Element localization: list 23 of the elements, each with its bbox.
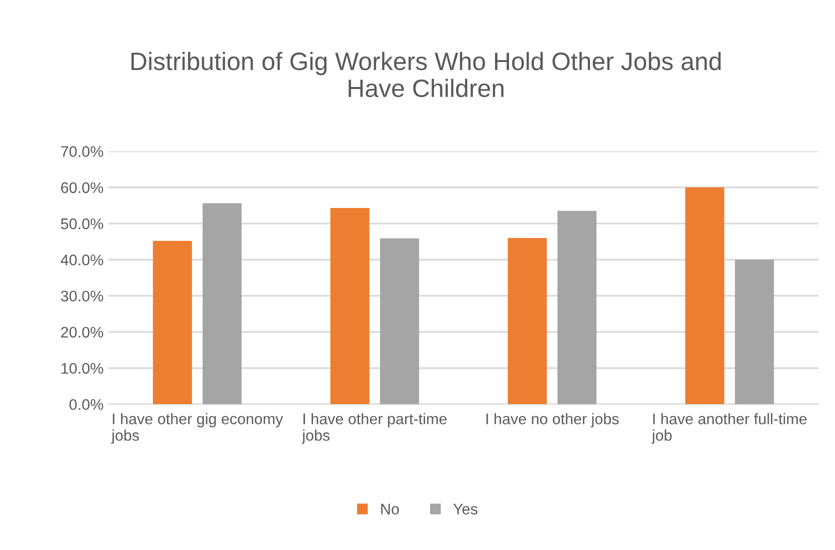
bar: [557, 210, 597, 404]
x-tick-label: I have other gig economy jobs: [111, 413, 284, 444]
x-tick-label: I have another full-time job: [652, 413, 807, 444]
y-tick-label: 30.0%: [60, 290, 104, 302]
y-tick-label: 10.0%: [62, 362, 104, 374]
y-tick-label: 50.0%: [60, 218, 104, 230]
y-tick-label: 20.0%: [61, 326, 104, 338]
x-tick-label: I have other part-time jobs: [302, 413, 447, 444]
bar: [202, 203, 242, 404]
bar: [685, 187, 724, 404]
x-tick-label: I have no other jobs: [486, 413, 619, 428]
legend-label: Yes: [453, 504, 478, 514]
y-tick-label: 40.0%: [60, 254, 104, 266]
legend-label: No: [381, 504, 399, 514]
bar: [152, 240, 192, 404]
chart-title: Distribution of Gig Workers Who Hold Other Jobs and Have Children: [131, 52, 721, 98]
bar: [380, 238, 420, 404]
bar: [508, 238, 547, 404]
bar: [734, 260, 774, 404]
bar: [330, 208, 370, 404]
y-tick-label: 60.0%: [61, 182, 104, 194]
y-tick-label: 70.0%: [61, 146, 104, 157]
y-tick-label: 0.0%: [69, 399, 104, 410]
